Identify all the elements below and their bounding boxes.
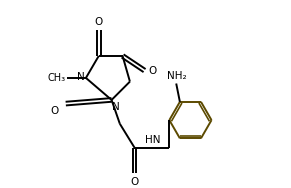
Text: O: O [95, 17, 103, 27]
Text: N: N [77, 72, 85, 82]
Text: N: N [113, 102, 120, 112]
Text: HN: HN [145, 135, 160, 145]
Text: O: O [50, 106, 58, 116]
Text: O: O [149, 66, 157, 76]
Text: NH₂: NH₂ [167, 71, 187, 81]
Text: CH₃: CH₃ [47, 73, 65, 83]
Text: O: O [130, 177, 139, 186]
